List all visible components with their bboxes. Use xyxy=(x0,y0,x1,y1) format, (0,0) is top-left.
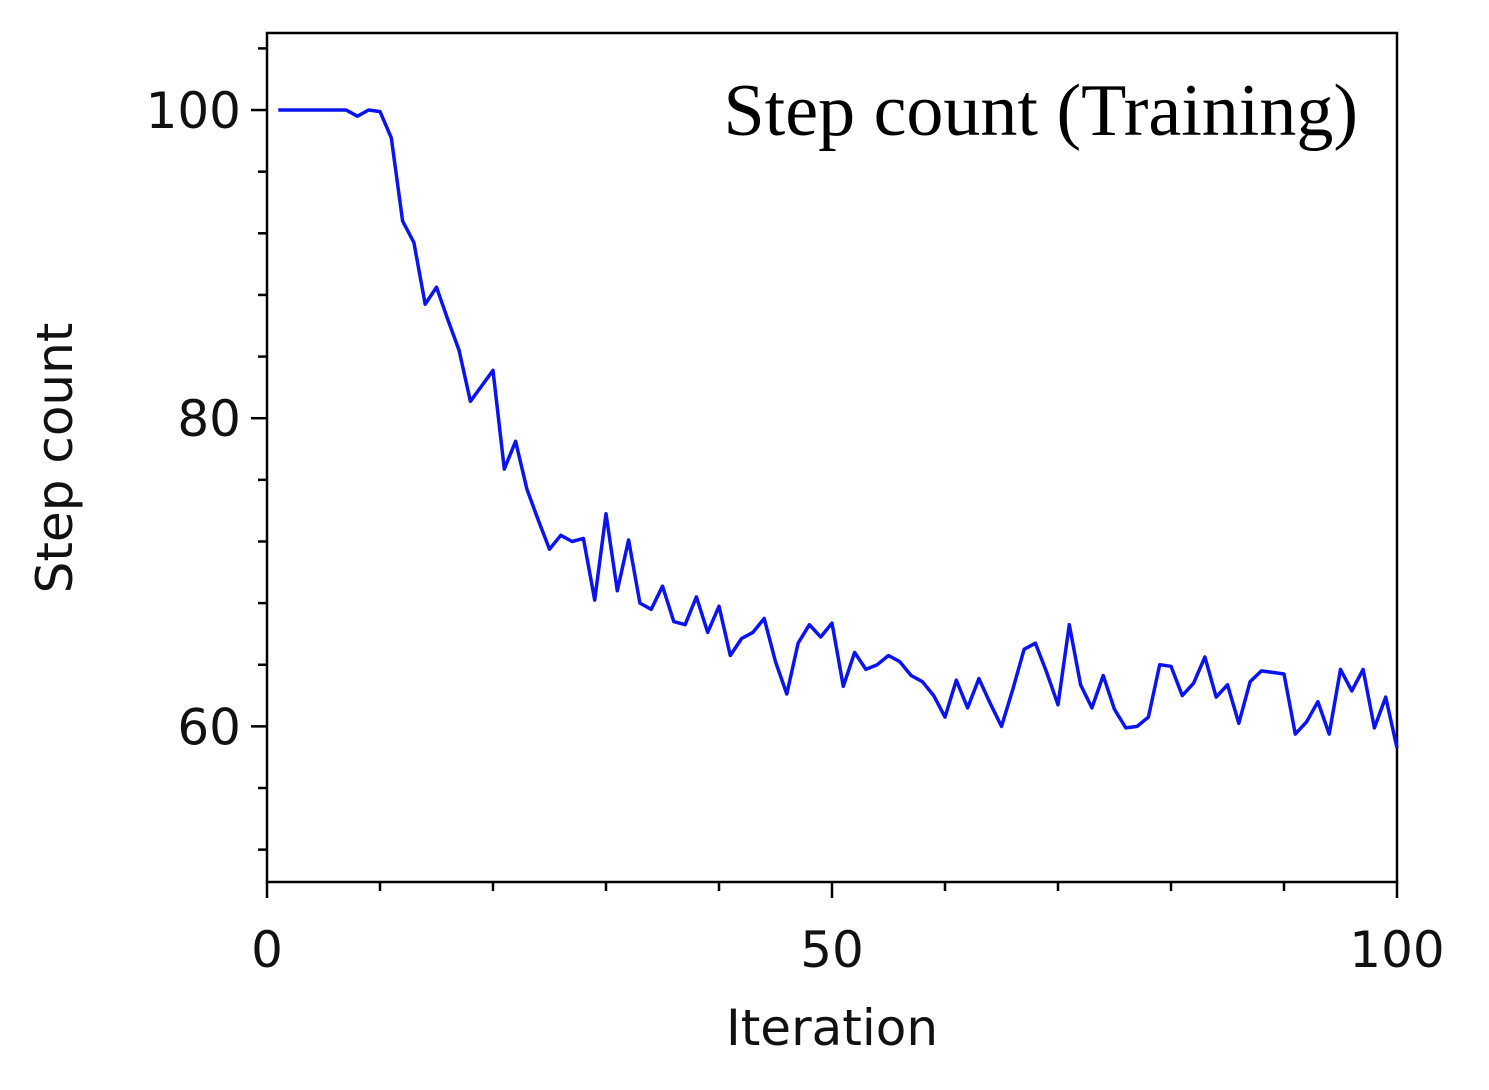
x-axis-label: Iteration xyxy=(726,999,938,1057)
series-line xyxy=(278,108,1399,749)
chart-title: Step count (Training) xyxy=(724,70,1358,152)
axis-tick-labels: 0 50 100 60 80 100 xyxy=(146,82,1445,979)
y-tick-label: 60 xyxy=(177,698,241,756)
y-axis-label: Step count xyxy=(26,323,84,594)
x-tick-label: 0 xyxy=(251,921,283,979)
x-tick-label: 100 xyxy=(1349,921,1444,979)
x-tick-label: 50 xyxy=(800,921,864,979)
axis-ticks xyxy=(251,47,1399,898)
y-tick-label: 80 xyxy=(177,390,241,448)
y-tick-label: 100 xyxy=(146,82,241,140)
plot-area-frame xyxy=(265,31,1399,884)
